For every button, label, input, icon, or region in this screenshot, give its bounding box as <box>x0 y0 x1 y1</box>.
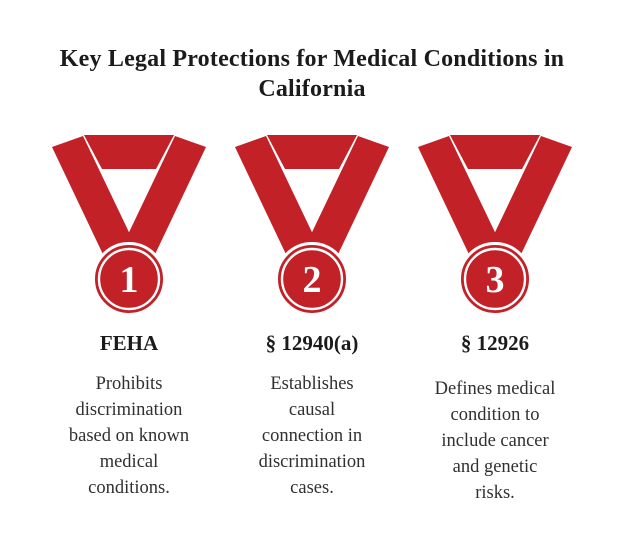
item-description: Prohibits discrimination based on known … <box>68 374 190 498</box>
ribbon-right-strap <box>304 136 389 267</box>
item-heading: § 12926 <box>460 331 530 355</box>
ribbon-right-strap <box>487 136 572 267</box>
medal-number: 2 <box>303 259 322 301</box>
medal-ring <box>463 247 527 311</box>
item-description: Establishes causal connection in discrim… <box>258 374 366 498</box>
ribbon-band <box>267 135 357 169</box>
ribbon-left-strap <box>418 136 503 267</box>
ribbon-band <box>84 135 174 169</box>
medal-disc <box>275 242 349 316</box>
ribbon-band <box>450 135 540 169</box>
protection-item-2: 2 § 12940(a) Establishes causal connecti… <box>221 135 404 506</box>
item-heading: FEHA <box>99 331 159 355</box>
medal-number: 3 <box>486 259 505 301</box>
protection-item-3: 3 § 12926 Defines medical condition to i… <box>404 135 587 506</box>
medal-disc <box>92 242 166 316</box>
medal-ribbon-icon: 1 <box>52 135 206 316</box>
medal-columns: 1 FEHA Prohibits discrimination based on… <box>0 135 624 506</box>
protection-item-1: 1 FEHA Prohibits discrimination based on… <box>38 135 221 506</box>
ribbon-left-strap <box>52 136 137 267</box>
page-title: Key Legal Protections for Medical Condit… <box>59 46 565 102</box>
medal-number: 1 <box>120 259 139 301</box>
medal-disc <box>458 242 532 316</box>
item-description: Defines medical condition to include can… <box>434 379 556 503</box>
medal-ribbon-icon: 2 <box>235 135 389 316</box>
ribbon-right-strap <box>121 136 206 267</box>
item-heading: § 12940(a) <box>265 331 359 355</box>
ribbon-left-strap <box>235 136 320 267</box>
medal-ring <box>97 247 161 311</box>
medal-ribbon-icon: 3 <box>418 135 572 316</box>
medal-ring <box>280 247 344 311</box>
